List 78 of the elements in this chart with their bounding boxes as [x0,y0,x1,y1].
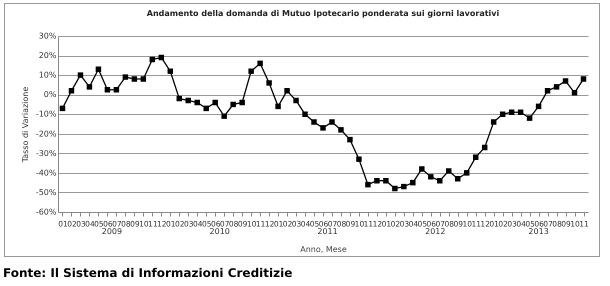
y-tick-label: -30% [36,148,57,158]
point [446,168,452,174]
point [428,174,434,180]
point [383,178,389,184]
point [293,98,299,104]
point [150,56,156,62]
point [472,154,478,160]
text: 2009 [102,227,122,236]
point [437,178,443,184]
point [482,144,488,150]
text: 2013 [528,227,549,236]
point [518,110,524,115]
point [186,98,191,104]
point [212,100,218,106]
y-tick-label: -60% [36,208,57,216]
point [347,136,353,142]
point [266,80,272,86]
text: 2010 [210,227,230,236]
y-tick-label: 10% [38,70,57,80]
point [257,60,263,66]
point [176,96,182,102]
source-note: Fonte: Il Sistema di Informazioni Creditizie [3,266,292,280]
y-tick-label: 0% [44,90,57,100]
y-tick-label: -50% [36,188,57,197]
point [320,125,326,131]
point [78,72,84,78]
point [455,176,460,182]
point [365,182,371,188]
point [490,119,496,125]
point [338,127,344,133]
point [158,54,164,60]
point [221,113,227,119]
point [410,180,416,186]
point [580,76,586,82]
point [374,178,380,184]
point [464,170,470,176]
point [392,186,398,192]
point [194,100,200,106]
x-axis-title: Anno, Mese [300,245,347,254]
point [275,104,281,110]
point [239,100,245,106]
text: 2012 [425,227,446,236]
point [536,104,542,110]
point [544,88,550,94]
point [284,88,290,94]
point [401,184,407,190]
point [526,115,532,121]
point [230,102,236,108]
point [554,84,560,90]
y-tick-label: -20% [36,129,57,138]
point [168,68,174,74]
y-tick-label: -40% [36,168,57,178]
point [302,111,308,117]
text: 2011 [317,227,338,236]
point [122,74,128,80]
y-tick-label: 30% [38,32,57,40]
y-tick-label: 20% [38,51,57,60]
point [96,66,102,72]
point [86,84,92,90]
point [311,119,317,125]
point [203,106,209,112]
point [68,88,74,94]
point [248,68,254,74]
point [356,156,362,162]
point [500,111,506,117]
y-tick-label: -10% [36,110,57,119]
point [419,166,425,172]
point [572,90,578,96]
point [132,76,138,82]
point [562,78,568,84]
point [140,76,146,82]
point [329,119,335,125]
point [104,87,110,93]
y-axis-title: Tasso di Variazione [20,86,30,164]
point [60,106,66,112]
point [508,110,514,115]
point [114,87,120,93]
chart-title: Andamento della domanda di Mutuo Ipotecario ponderata sui giorni lavorativi [146,9,500,18]
